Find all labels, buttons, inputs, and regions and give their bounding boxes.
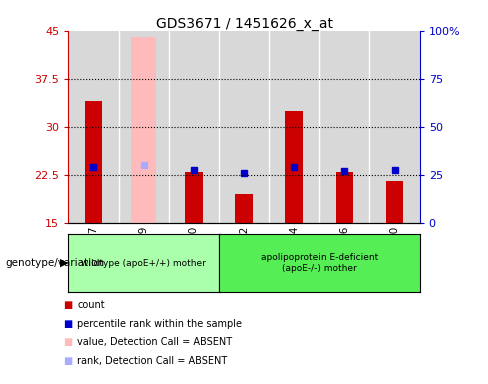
Text: genotype/variation: genotype/variation [5, 258, 104, 268]
Bar [185, 172, 203, 223]
Text: rank, Detection Call = ABSENT: rank, Detection Call = ABSENT [77, 356, 227, 366]
Text: wildtype (apoE+/+) mother: wildtype (apoE+/+) mother [81, 258, 206, 268]
Bar [119, 31, 169, 223]
Text: GDS3671 / 1451626_x_at: GDS3671 / 1451626_x_at [156, 17, 332, 31]
Bar [131, 37, 156, 223]
Bar [269, 31, 319, 223]
Text: percentile rank within the sample: percentile rank within the sample [77, 319, 242, 329]
Text: ■: ■ [63, 319, 73, 329]
Text: count: count [77, 300, 105, 310]
Bar [219, 31, 269, 223]
Text: value, Detection Call = ABSENT: value, Detection Call = ABSENT [77, 337, 232, 347]
Text: ■: ■ [63, 300, 73, 310]
Bar [369, 31, 420, 223]
Bar [285, 111, 303, 223]
Text: ■: ■ [63, 337, 73, 347]
Bar [319, 31, 369, 223]
Text: ■: ■ [63, 356, 73, 366]
Bar [386, 181, 404, 223]
Bar [68, 31, 119, 223]
Bar [336, 172, 353, 223]
Bar [169, 31, 219, 223]
Text: apolipoprotein E-deficient
(apoE-/-) mother: apolipoprotein E-deficient (apoE-/-) mot… [261, 253, 378, 273]
Text: ▶: ▶ [60, 258, 68, 268]
Bar [84, 101, 102, 223]
Bar [235, 194, 253, 223]
